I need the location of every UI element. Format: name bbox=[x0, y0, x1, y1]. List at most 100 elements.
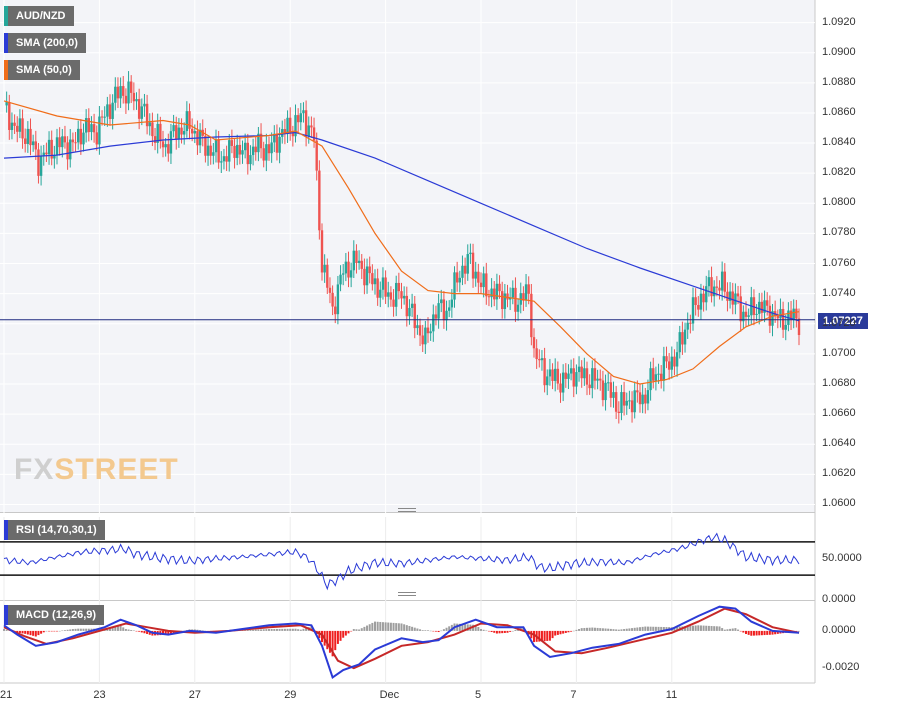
candle-body bbox=[622, 392, 626, 406]
candle-body bbox=[5, 102, 8, 106]
macd-histogram-bar bbox=[257, 629, 260, 631]
macd-histogram-bar bbox=[440, 630, 443, 632]
candle-body bbox=[143, 103, 146, 107]
pane-resize-handle-rsi[interactable] bbox=[398, 508, 416, 514]
macd-histogram-bar bbox=[599, 628, 602, 631]
macd-histogram-bar bbox=[466, 624, 469, 631]
candle-body bbox=[511, 287, 514, 298]
macd-histogram-bar bbox=[474, 624, 477, 631]
x-tick-label: 23 bbox=[93, 689, 106, 701]
candle-body bbox=[416, 325, 419, 329]
y-tick-label: 1.0880 bbox=[822, 75, 856, 88]
macd-histogram-bar bbox=[755, 630, 758, 636]
candle-body bbox=[262, 148, 265, 161]
candle-body bbox=[636, 390, 639, 393]
macd-histogram-bar bbox=[339, 630, 342, 641]
candle-body bbox=[289, 117, 292, 133]
macd-histogram-bar bbox=[615, 629, 618, 631]
candle-body bbox=[381, 277, 385, 290]
macd-histogram-bar bbox=[461, 624, 464, 631]
macd-histogram-bar bbox=[69, 629, 72, 631]
candle-body bbox=[87, 118, 90, 133]
candle-body bbox=[318, 170, 321, 231]
candle-body bbox=[665, 356, 668, 362]
candle-body bbox=[265, 144, 268, 161]
candle-body bbox=[18, 118, 22, 132]
candle-body bbox=[715, 286, 719, 288]
candle-body bbox=[84, 118, 88, 133]
candle-body bbox=[360, 260, 363, 269]
candle-body bbox=[31, 141, 35, 146]
macd-histogram-bar bbox=[538, 630, 541, 642]
macd-histogram-bar bbox=[498, 630, 501, 634]
candle-body bbox=[418, 325, 422, 336]
legend-item-sma200[interactable]: SMA (200,0) bbox=[4, 33, 86, 53]
candle-body bbox=[387, 292, 390, 297]
candle-body bbox=[678, 332, 681, 353]
y-tick-label: 1.0720 bbox=[822, 316, 856, 329]
candle-body bbox=[307, 125, 310, 137]
macd-histogram-bar bbox=[82, 628, 85, 631]
candle-body bbox=[501, 291, 504, 310]
macd-histogram-bar bbox=[278, 628, 281, 631]
macd-histogram-bar bbox=[665, 627, 668, 631]
macd-histogram-bar bbox=[61, 630, 64, 632]
current-price-badge: 1.07227 bbox=[818, 313, 868, 329]
rsi-line bbox=[3, 532, 800, 591]
candle-body bbox=[691, 297, 695, 324]
candle-body bbox=[323, 264, 326, 273]
macd-histogram-bar bbox=[713, 626, 716, 631]
macd-histogram-bar bbox=[649, 626, 652, 631]
candle-body bbox=[204, 135, 207, 156]
macd-histogram-bar bbox=[604, 628, 607, 631]
candle-body bbox=[310, 125, 313, 128]
candle-body bbox=[405, 295, 408, 317]
pane-resize-handle-macd[interactable] bbox=[398, 592, 416, 598]
macd-histogram-bar bbox=[482, 629, 485, 631]
macd-histogram-bar bbox=[87, 628, 90, 631]
candle-body bbox=[728, 291, 732, 301]
macd-histogram-bar bbox=[556, 630, 559, 635]
candle-body bbox=[652, 368, 655, 381]
candle-body bbox=[230, 140, 234, 146]
x-tick-label: 11 bbox=[665, 689, 678, 701]
candle-body bbox=[13, 122, 16, 126]
macd-histogram-bar bbox=[652, 626, 655, 631]
macd-histogram-bar bbox=[395, 623, 398, 631]
macd-histogram-bar bbox=[56, 630, 58, 632]
macd-histogram-bar bbox=[620, 629, 623, 631]
candle-body bbox=[662, 356, 666, 381]
candle-body bbox=[551, 369, 554, 381]
legend-item-pair[interactable]: AUD/NZD bbox=[4, 6, 74, 26]
macd-histogram-bar bbox=[299, 629, 302, 631]
candle-body bbox=[95, 132, 98, 145]
macd-histogram-bar bbox=[501, 630, 504, 634]
macd-histogram-bar bbox=[729, 628, 732, 631]
rsi-legend[interactable]: RSI (14,70,30,1) bbox=[4, 520, 105, 540]
macd-histogram-bar bbox=[331, 630, 334, 657]
macd-histogram-bar bbox=[559, 630, 562, 635]
candle-body bbox=[69, 139, 72, 160]
candle-body bbox=[175, 125, 178, 140]
macd-legend[interactable]: MACD (12,26,9) bbox=[4, 605, 105, 625]
candle-body bbox=[249, 155, 252, 165]
candle-body bbox=[699, 293, 703, 310]
macd-histogram-bar bbox=[24, 630, 27, 634]
macd-histogram-bar bbox=[745, 630, 747, 635]
macd-histogram-bar bbox=[795, 630, 798, 632]
legend-item-sma50[interactable]: SMA (50,0) bbox=[4, 60, 80, 80]
macd-line bbox=[3, 605, 800, 679]
candle-body bbox=[477, 271, 480, 283]
candle-body bbox=[569, 368, 573, 374]
candle-body bbox=[127, 81, 130, 104]
candle-body bbox=[61, 136, 64, 148]
macd-histogram-bar bbox=[771, 630, 774, 635]
candle-body bbox=[363, 268, 366, 286]
macd-legend-swatch bbox=[4, 605, 8, 625]
candle-body bbox=[527, 284, 530, 294]
candle-body bbox=[278, 136, 281, 153]
candle-body bbox=[90, 124, 93, 133]
candle-body bbox=[100, 116, 104, 118]
legend-label-sma50: SMA (50,0) bbox=[16, 64, 72, 76]
candle-body bbox=[617, 411, 620, 413]
